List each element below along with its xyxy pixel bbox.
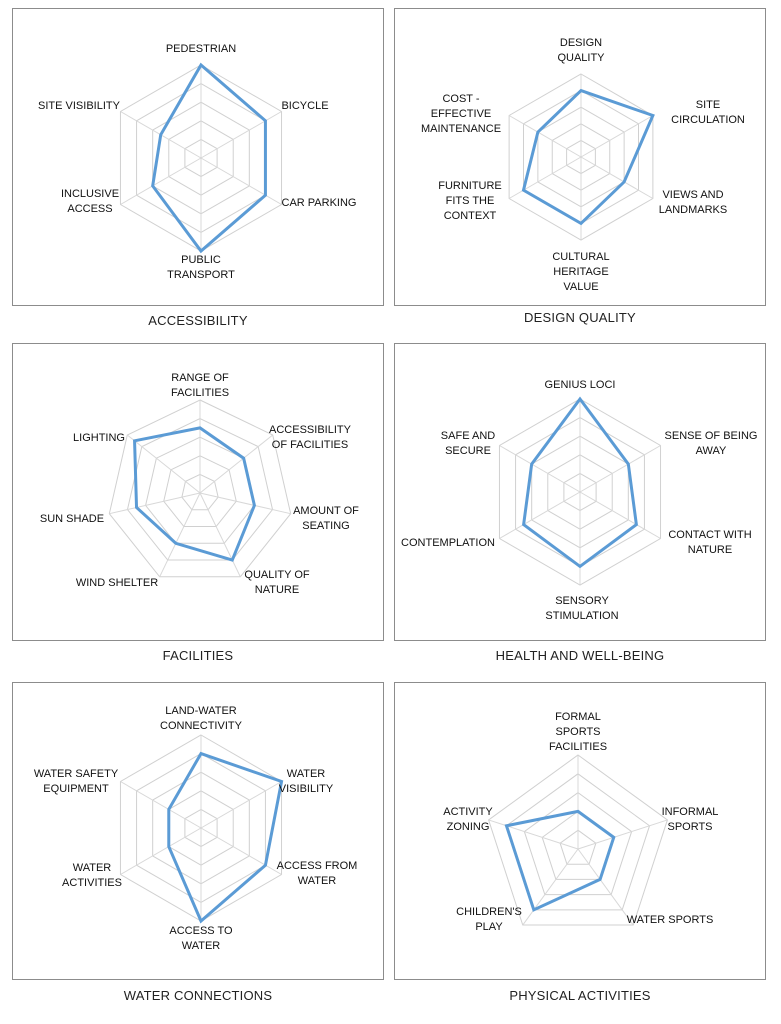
axis-label: SITE CIRCULATION [671, 99, 745, 126]
axis-label: RANGE OF FACILITIES [171, 372, 229, 399]
chart-title: WATER CONNECTIONS [123, 988, 273, 1003]
chart-panel-health-and-well-being: GENIUS LOCI SENSE OF BEING AWAY CONTACT W… [394, 343, 766, 641]
axis-spoke [199, 492, 291, 515]
axis-spoke [488, 819, 579, 850]
axis-spoke [522, 848, 579, 926]
chart-panel-accessibility: PEDESTRIAN BICYCLE CAR PARKING PUBLIC TRA… [12, 8, 384, 306]
axis-label: INFORMAL SPORTS [662, 806, 719, 833]
radar-chart-water-connections: LAND-WATER CONNECTIVITY WATER VISIBILITY A… [34, 705, 358, 952]
axis-spoke [159, 492, 201, 578]
axis-label: CAR PARKING [282, 197, 357, 209]
axis-label: LIGHTING [73, 432, 125, 444]
axis-label: COST -EFFECTIVE MAINTENANCE [421, 93, 501, 135]
axis-spoke [499, 491, 581, 539]
axis-label: CULTURAL HERITAGE VALUE [552, 251, 609, 293]
axis-label: BICYCLE [281, 100, 328, 112]
axis-spoke [577, 848, 634, 926]
axis-label: PEDESTRIAN [166, 43, 236, 55]
radar-chart-facilities: RANGE OF FACILITIES ACCESSIBILITY OF FACIL… [40, 372, 359, 596]
axis-label: FORMAL SPORTS FACILITIES [549, 711, 607, 753]
axis-spoke [200, 157, 282, 205]
axis-label: WATER SAFETY EQUIPMENT [34, 768, 119, 795]
radar-chart-physical-activities: FORMAL SPORTS FACILITIES INFORMAL SPORTS WA… [443, 711, 719, 933]
axis-label: WATER SPORTS [627, 914, 714, 926]
axis-spoke [199, 434, 274, 494]
axis-label: ACCESS FROM WATER [277, 860, 358, 887]
axis-label: LAND-WATER CONNECTIVITY [160, 705, 243, 732]
axis-label: ACCESS TO WATER [169, 925, 233, 952]
grid-ring [163, 455, 237, 528]
axis-label: SAFE AND SECURE [441, 430, 495, 457]
axis-label: SUN SHADE [40, 513, 104, 525]
axis-spoke [120, 157, 202, 205]
grid-ring [126, 418, 274, 561]
axis-label: WATER ACTIVITIES [62, 862, 122, 889]
axis-spoke [120, 781, 202, 829]
axis-spoke [126, 434, 201, 494]
axis-spoke [580, 115, 654, 158]
axis-spoke [580, 156, 654, 199]
series-line [521, 88, 655, 226]
axis-label: PUBLIC TRANSPORT [167, 254, 235, 281]
axis-label: INCLUSIVE ACCESS [61, 188, 119, 215]
radar-chart-health-and-well-being: GENIUS LOCI SENSE OF BEING AWAY CONTACT W… [401, 379, 758, 622]
axis-label: AMOUNT OF SEATING [293, 505, 359, 532]
axis-spoke [200, 781, 282, 829]
axis-spoke [577, 819, 668, 850]
chart-title: PHYSICAL ACTIVITIES [509, 988, 651, 1003]
axis-label: WATER VISIBILITY [279, 768, 334, 795]
axis-spoke [200, 111, 282, 159]
axis-spoke [508, 156, 582, 199]
axis-spoke [200, 827, 282, 875]
chart-title: DESIGN QUALITY [524, 310, 636, 325]
axis-label: ACCESSIBILITY OF FACILITIES [269, 424, 352, 451]
series-line [133, 426, 256, 562]
chart-panel-design-quality: DESIGN QUALITY SITE CIRCULATION VIEWS AND L… [394, 8, 766, 306]
chart-panel-water-connections: LAND-WATER CONNECTIVITY WATER VISIBILITY A… [12, 682, 384, 980]
chart-title: ACCESSIBILITY [148, 313, 248, 328]
axis-label: SENSE OF BEING AWAY [665, 430, 758, 457]
grid-ring [488, 754, 668, 926]
axis-label: FURNITURE FITS THE CONTEXT [438, 180, 502, 222]
axis-label: DESIGN QUALITY [557, 37, 605, 64]
axis-spoke [508, 115, 582, 158]
chart-panel-facilities: RANGE OF FACILITIES ACCESSIBILITY OF FACIL… [12, 343, 384, 641]
axis-label: SITE VISIBILITY [38, 100, 121, 112]
chart-title: HEALTH AND WELL-BEING [495, 648, 665, 663]
series-line [504, 809, 616, 912]
grid-ring [559, 829, 597, 865]
grid-ring [523, 791, 633, 896]
axis-label: ACTIVITY ZONING [443, 806, 493, 833]
axis-label: VIEWS AND LANDMARKS [659, 189, 727, 216]
radar-chart-design-quality: DESIGN QUALITY SITE CIRCULATION VIEWS AND L… [421, 37, 745, 293]
axis-label: SENSORY STIMULATION [545, 595, 618, 622]
axis-spoke [120, 827, 202, 875]
grid-ring [505, 773, 651, 911]
axis-label: GENIUS LOCI [545, 379, 616, 391]
axis-spoke [109, 492, 201, 515]
grid-ring [181, 473, 219, 511]
radar-chart-accessibility: PEDESTRIAN BICYCLE CAR PARKING PUBLIC TRA… [38, 43, 357, 281]
chart-panel-physical-activities: FORMAL SPORTS FACILITIES INFORMAL SPORTS WA… [394, 682, 766, 980]
axis-label: QUALITY OF NATURE [244, 569, 309, 596]
axis-spoke [499, 445, 581, 493]
axis-label: WIND SHELTER [76, 577, 158, 589]
axis-spoke [579, 445, 661, 493]
axis-spoke [199, 492, 241, 578]
axis-label: CHILDREN'S PLAY [456, 906, 522, 933]
axis-spoke [579, 491, 661, 539]
axis-label: CONTACT WITH NATURE [668, 529, 751, 556]
chart-title: FACILITIES [162, 648, 234, 663]
grid-ring [108, 399, 292, 578]
axis-label: CONTEMPLATION [401, 537, 495, 549]
